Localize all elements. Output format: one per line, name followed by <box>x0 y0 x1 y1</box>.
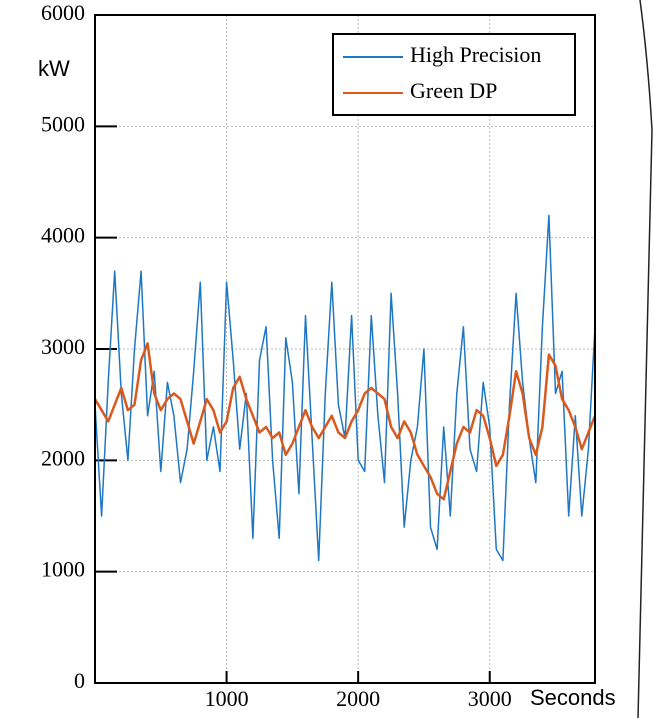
legend-box <box>332 33 576 116</box>
x-tick-label: 1000 <box>205 686 249 711</box>
axes-frame <box>94 14 596 684</box>
legend-label: High Precision <box>410 42 541 67</box>
y-tick-label: 2000 <box>41 445 85 470</box>
y-tick-label: 0 <box>74 668 85 693</box>
series-line <box>93 342 597 501</box>
y-tick-label: 5000 <box>41 111 85 136</box>
y-tick-label: 3000 <box>41 334 85 359</box>
y-axis-label: kW <box>38 56 70 81</box>
legend-label: Green DP <box>410 78 497 103</box>
plot-area <box>93 214 597 562</box>
legend: High Precision Green DP <box>332 33 576 116</box>
y-tick-label: 6000 <box>41 0 85 25</box>
x-tick-label: 3000 <box>468 686 512 711</box>
page-edge <box>637 0 653 718</box>
x-tick-label: 2000 <box>336 686 380 711</box>
y-tick-label: 4000 <box>41 223 85 248</box>
x-axis-label: Seconds <box>530 685 616 710</box>
y-tick-label: 1000 <box>41 557 85 582</box>
